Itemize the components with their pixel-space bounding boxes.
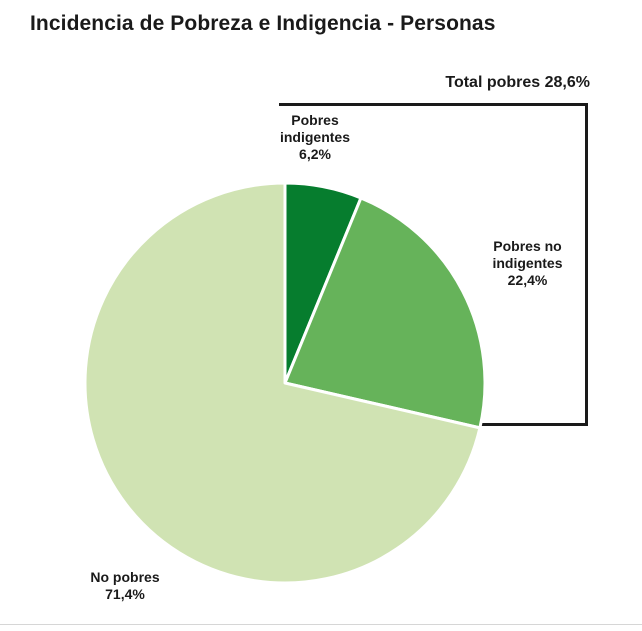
slice-label-no-pobres: No pobres 71,4%	[70, 569, 180, 603]
slice-value-label: 22,4%	[507, 272, 548, 288]
slice-label-line: Pobres	[291, 112, 339, 128]
slice-label-line: indigentes	[492, 255, 563, 271]
pie-slice-no-pobres	[83, 181, 482, 585]
total-pobres-label: Total pobres 28,6%	[445, 74, 590, 91]
slice-value-label: 71,4%	[105, 586, 145, 602]
bottom-divider	[0, 624, 642, 625]
slice-label-line: Pobres no	[493, 238, 562, 254]
slice-label-pobres-no-indigentes: Pobres no indigentes 22,4%	[470, 238, 585, 289]
pie-slice-pobres-no-indigentes	[283, 196, 487, 430]
slice-label-line: No pobres	[90, 569, 160, 585]
slice-label-line: indigentes	[279, 129, 350, 145]
chart-title: Incidencia de Pobreza e Indigencia - Per…	[30, 12, 496, 35]
slice-value-label: 6,2%	[299, 146, 331, 162]
slice-label-pobres-indigentes: Pobres indigentes 6,2%	[265, 112, 365, 163]
